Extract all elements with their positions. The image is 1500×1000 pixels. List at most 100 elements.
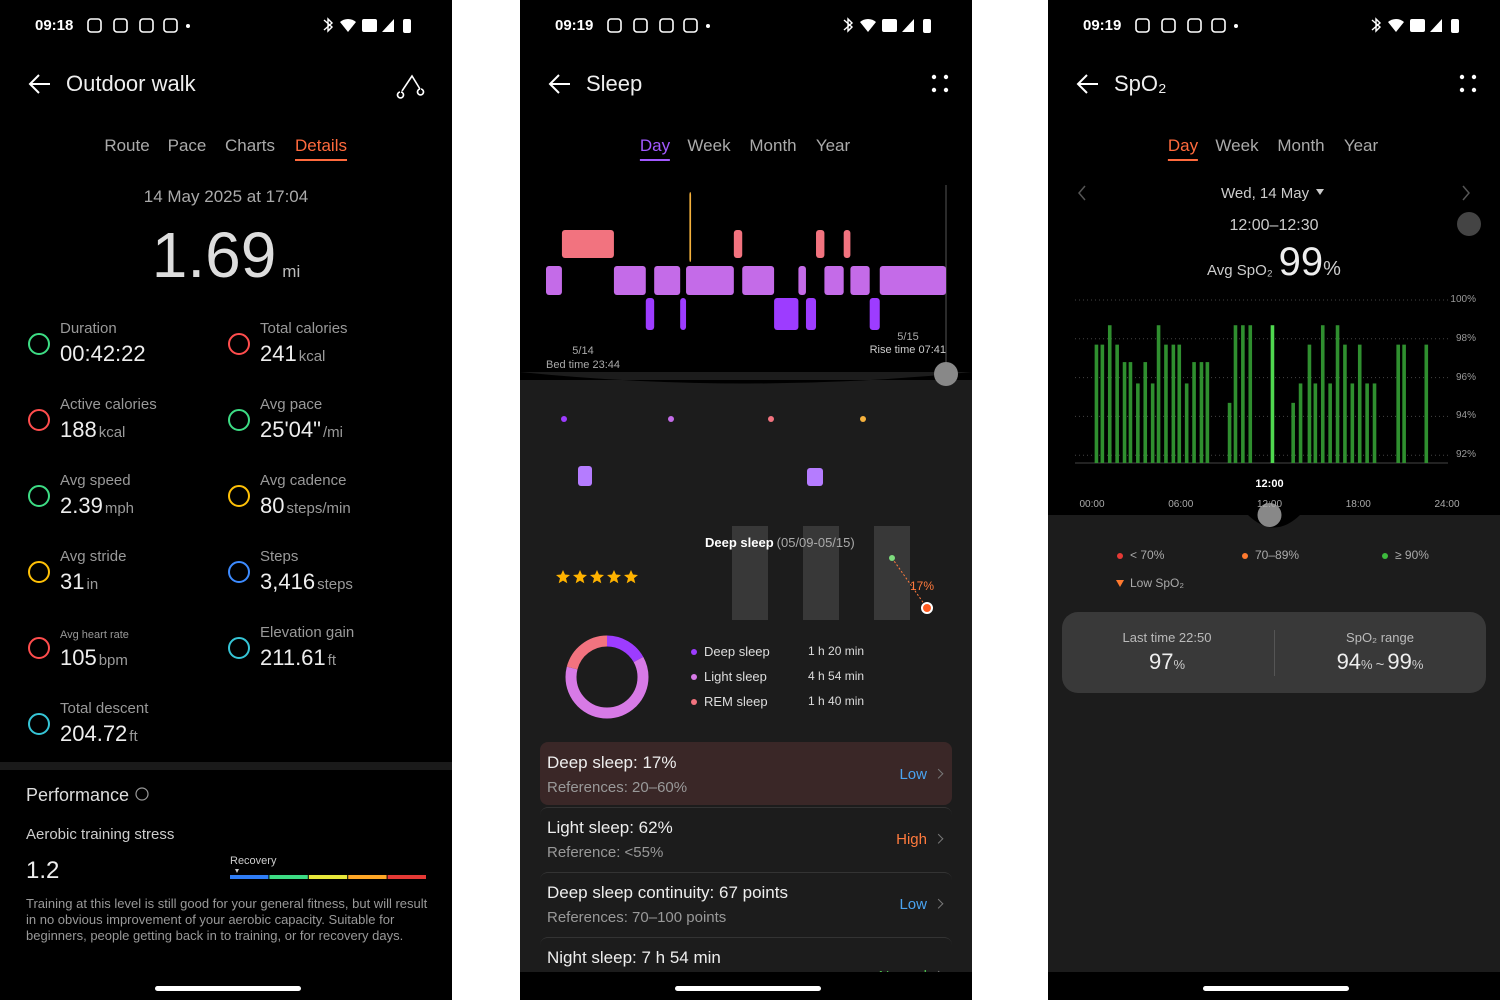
wifi-icon — [860, 18, 876, 32]
sleep-item[interactable] — [540, 807, 952, 871]
vowifi-icon — [882, 19, 897, 32]
summary-unit: % — [1411, 657, 1424, 672]
tab[interactable]: Week — [687, 136, 731, 155]
spo2-bar — [1094, 344, 1099, 463]
tab[interactable]: Day — [1167, 136, 1199, 161]
y-tick-label: 92% — [1455, 449, 1476, 461]
sleep-item[interactable] — [540, 872, 952, 936]
spo2-bar — [1171, 344, 1176, 463]
sleep-stage — [824, 266, 844, 295]
wifi-icon — [340, 18, 356, 32]
summary-value: 94% ~99% — [1337, 649, 1424, 675]
tab[interactable]: Route — [104, 136, 150, 155]
tab[interactable]: Month — [749, 136, 797, 155]
sleep-item[interactable] — [540, 742, 952, 805]
battery-icon — [1451, 19, 1459, 33]
summary-value: 97% — [1149, 649, 1185, 675]
screen-title: SpO₂ — [1114, 71, 1167, 96]
metric-label: Duration — [60, 320, 117, 337]
legend-label: Low SpO₂ — [1130, 576, 1185, 590]
menu-dot — [931, 87, 937, 93]
sleep-item[interactable] — [540, 937, 952, 1000]
tab[interactable]: Day — [639, 136, 671, 161]
notification-icon — [1187, 18, 1202, 33]
metric-icon — [28, 713, 50, 735]
spo2-bar — [1350, 383, 1355, 463]
home-indicator — [675, 986, 821, 991]
item-title: Deep sleep continuity: 67 points — [547, 883, 788, 902]
add-icon — [807, 468, 823, 486]
metric-label: Avg heart rate — [60, 629, 129, 641]
metric-label: Total descent — [60, 700, 149, 717]
sleep-stage — [561, 230, 614, 258]
summary-separator: ~ — [1375, 656, 1385, 673]
spo2-bar — [1298, 383, 1303, 463]
trend-point-previous — [889, 555, 895, 561]
tab[interactable]: Month — [1277, 136, 1325, 155]
spo2-bar — [1150, 383, 1155, 463]
back-arrow[interactable] — [1076, 74, 1098, 94]
sleep-stage — [680, 298, 687, 330]
metric-label: Elevation gain — [260, 624, 355, 641]
trend-point — [921, 602, 933, 614]
legend-dot — [1117, 553, 1123, 559]
spo2-bar — [1372, 383, 1377, 463]
summary-unit: % — [1361, 657, 1373, 672]
notification-icon — [1161, 18, 1176, 33]
spo2-bar — [1107, 325, 1112, 463]
item-status: Low — [899, 896, 927, 913]
end-caption: Rise time 07:41 — [869, 344, 946, 356]
back-arrow[interactable] — [28, 74, 50, 94]
metric-icon — [28, 409, 50, 431]
tab[interactable]: Year — [1343, 136, 1379, 155]
breakdown-label: Light sleep — [704, 669, 767, 684]
back-arrow[interactable] — [548, 74, 570, 94]
spo2-bar — [1365, 383, 1369, 463]
scale-pointer — [235, 869, 239, 873]
tab[interactable]: Week — [1215, 136, 1259, 155]
item-reference: References: 20–60% — [547, 779, 688, 796]
metric-icon — [228, 485, 250, 507]
legend-dot — [668, 416, 674, 422]
trend-column — [732, 526, 768, 620]
spo2-bar — [1136, 383, 1140, 463]
y-tick-label: 98% — [1455, 332, 1476, 344]
spo2-bar — [1343, 344, 1347, 463]
status-time: 09:19 — [1083, 17, 1122, 34]
sleep-stage — [613, 266, 646, 295]
metric-label: Avg stride — [60, 548, 127, 565]
date-picker[interactable]: Wed, 14 May — [1221, 185, 1310, 202]
metric-value: 2.39 mph — [60, 493, 134, 519]
tab[interactable]: Pace — [167, 136, 207, 155]
trend-value-label: 17% — [910, 579, 935, 593]
tab[interactable]: Charts — [224, 136, 276, 155]
menu-dot — [1471, 87, 1477, 93]
metric-value: 211.61 ft — [260, 645, 336, 671]
vowifi-icon — [1410, 19, 1425, 32]
metric-value: 80 steps/min — [260, 493, 351, 519]
notification-icon — [87, 18, 102, 33]
spo2-bar — [1156, 325, 1161, 463]
breakdown-label: REM sleep — [704, 694, 768, 709]
spo2-bar — [1291, 402, 1295, 463]
donut-segment — [565, 635, 649, 719]
scale-segment — [308, 875, 348, 879]
end-label: 5/15 — [897, 331, 919, 343]
average-label: Avg SpO₂ — [1207, 262, 1273, 279]
spo2-bar — [1184, 383, 1189, 463]
tab[interactable]: Year — [815, 136, 851, 155]
tab[interactable]: Details — [295, 136, 347, 161]
signal-icon — [1430, 19, 1442, 32]
spo2-bar — [1199, 362, 1204, 463]
scale-label: Recovery — [230, 855, 277, 867]
summary-number: 97 — [1148, 649, 1174, 674]
item-title: Deep sleep: 17% — [547, 753, 677, 772]
spo2-bar — [1320, 325, 1325, 463]
y-tick-label: 96% — [1455, 371, 1476, 383]
next-arrow — [1462, 185, 1470, 201]
start-label: 5/14 — [572, 345, 594, 357]
metric-value: 204.72 ft — [60, 721, 138, 747]
item-title: Night sleep: 7 h 54 min — [547, 948, 721, 967]
metric-value: 00:42:22 — [60, 341, 146, 367]
